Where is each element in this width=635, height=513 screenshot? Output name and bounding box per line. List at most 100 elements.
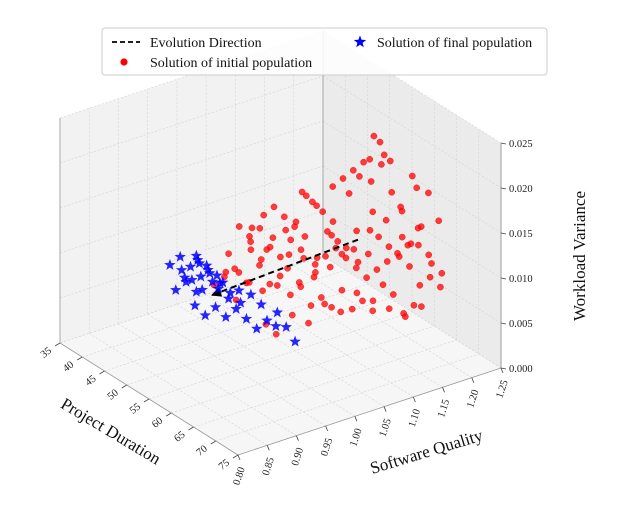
- initial-population-point: [326, 263, 334, 271]
- initial-population-point: [298, 188, 306, 196]
- initial-population-point: [369, 307, 377, 315]
- initial-population-point: [259, 287, 266, 295]
- initial-population-point: [266, 280, 274, 288]
- initial-population-point: [310, 273, 318, 281]
- legend-initial-marker: [120, 58, 128, 66]
- x-tick-mark: [232, 454, 239, 459]
- initial-population-point: [287, 291, 294, 299]
- y-tick-mark: [325, 425, 329, 432]
- grid-floor-x: [126, 297, 390, 386]
- x-tick-label: 50: [106, 387, 121, 402]
- x-tick-mark: [77, 356, 83, 361]
- y-tick-label: 1.25: [495, 379, 511, 400]
- initial-population-point: [287, 236, 295, 244]
- initial-population-point: [235, 223, 243, 230]
- grid-right-z: [322, 75, 502, 189]
- y-tick-label: 0.80: [232, 466, 248, 487]
- final-population-point: [202, 263, 214, 275]
- back-panes: [60, 31, 501, 455]
- initial-population-point: [338, 250, 346, 258]
- initial-population-point: [376, 138, 384, 146]
- y-tick-mark: [296, 435, 299, 441]
- y-tick-mark: [383, 406, 387, 412]
- y-tick-label: 0.95: [319, 437, 335, 458]
- z-tick-label: 0.015: [509, 229, 533, 240]
- initial-population-point: [369, 297, 377, 305]
- initial-population-point: [360, 158, 367, 166]
- initial-population-point: [313, 202, 320, 209]
- legend-evolution-label: Evolution Direction: [150, 36, 262, 51]
- initial-population-point: [349, 166, 357, 174]
- initial-population-point: [416, 281, 424, 289]
- z-axis-title: Workload Variance: [570, 191, 589, 321]
- x-tick-mark: [121, 384, 127, 389]
- x-tick-mark: [210, 440, 216, 445]
- initial-population-point: [352, 264, 360, 272]
- initial-population-point: [337, 308, 345, 316]
- y-tick-mark: [266, 445, 270, 451]
- initial-population-point: [225, 250, 232, 257]
- final-population-point: [174, 250, 186, 262]
- initial-population-point: [339, 175, 347, 182]
- final-population-point: [222, 292, 235, 304]
- initial-population-point: [375, 233, 382, 241]
- y-tick-label: 0.90: [290, 446, 306, 467]
- pane-edge: [237, 367, 502, 456]
- initial-population-point: [257, 256, 265, 263]
- initial-population-point: [385, 243, 393, 250]
- final-population-point: [214, 277, 226, 288]
- final-population-point: [193, 257, 206, 269]
- grid-right-z: [322, 165, 502, 279]
- final-population-point: [175, 264, 188, 275]
- z-tick-mark: [500, 367, 507, 370]
- z-tick-mark: [500, 232, 507, 235]
- final-population-point: [206, 275, 219, 287]
- initial-population-point: [373, 266, 381, 273]
- initial-population-point: [338, 286, 346, 294]
- x-tick-label: 65: [172, 429, 187, 444]
- grid-floor-x: [171, 325, 435, 414]
- y-tick-label: 1.10: [407, 408, 423, 429]
- initial-population-point: [353, 289, 361, 297]
- initial-population-point: [260, 211, 268, 219]
- initial-population-point: [277, 253, 284, 261]
- final-population-point: [190, 285, 203, 297]
- grid-left-z: [59, 255, 324, 344]
- initial-population-point: [404, 241, 412, 249]
- initial-population-point: [408, 172, 416, 180]
- initial-population-point: [246, 233, 253, 240]
- grid-floor-y: [264, 275, 443, 388]
- legend: Evolution Direction Solution of final po…: [101, 27, 548, 76]
- initial-population-point: [273, 282, 281, 289]
- initial-population-point: [307, 302, 315, 309]
- x-tick-mark: [99, 370, 105, 375]
- initial-population-point: [406, 263, 413, 270]
- z-axis-ticks: 0.000 0.005 0.010 0.015 0.020 0.025: [500, 139, 533, 375]
- z-tick-mark: [500, 187, 507, 190]
- initial-population-point: [350, 245, 358, 253]
- initial-population-point: [311, 261, 319, 268]
- initial-population-point: [359, 297, 366, 305]
- grid-floor-y: [89, 333, 268, 446]
- final-population-point: [240, 312, 253, 324]
- final-population-point: [251, 322, 263, 334]
- initial-population-point: [321, 300, 328, 308]
- initial-population-point: [328, 231, 335, 239]
- x-tick-mark: [188, 426, 194, 431]
- grid-floor-y: [293, 265, 472, 378]
- legend-final-marker: [353, 35, 367, 48]
- final-population-point: [209, 301, 222, 313]
- initial-population-point: [363, 274, 370, 282]
- y-tick-label: 1.05: [378, 417, 394, 438]
- initial-population-point: [394, 249, 401, 257]
- initial-population-point: [379, 281, 387, 289]
- x-tick-label: 40: [61, 359, 76, 374]
- final-population-point: [190, 249, 203, 261]
- final-population-point: [224, 286, 236, 298]
- x-tick-label: 45: [83, 373, 98, 388]
- z-tick-mark: [500, 277, 507, 280]
- grid-floor-y: [205, 294, 385, 407]
- x-tick-label: 60: [150, 415, 165, 430]
- grid-left-z: [59, 75, 324, 164]
